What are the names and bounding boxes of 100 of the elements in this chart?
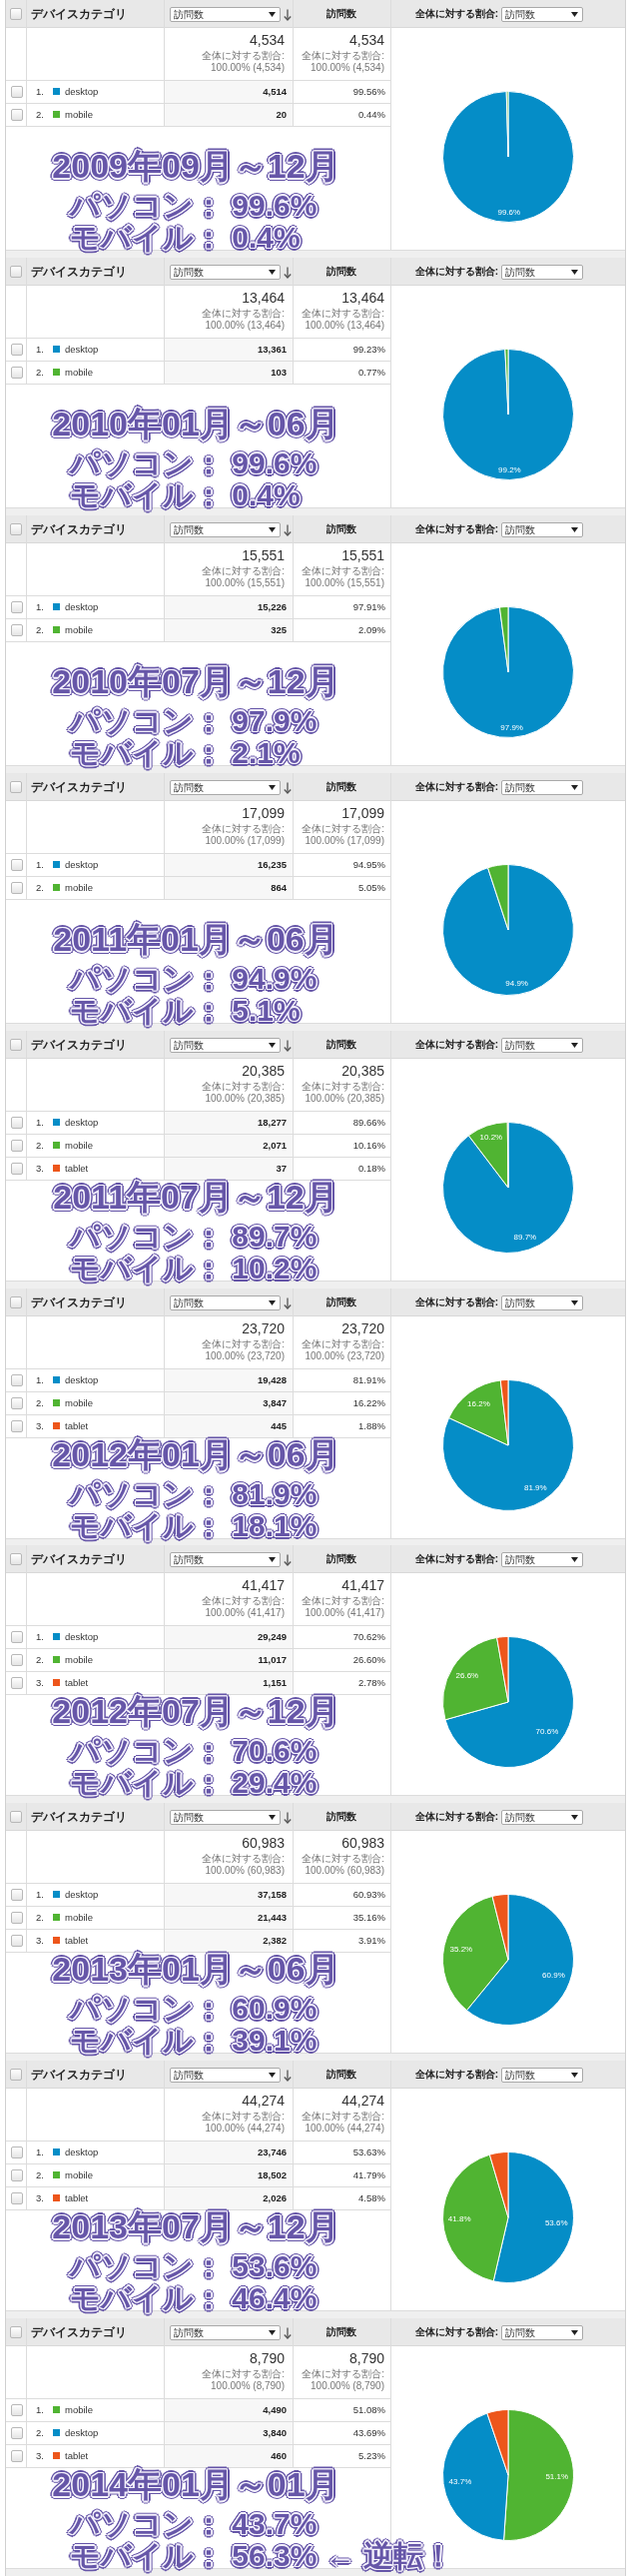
text: 全体に対する割合: 100.00% (44,274) xyxy=(201,2111,285,2135)
text: 94.95% xyxy=(352,858,385,871)
text: 2011年07月～12月 xyxy=(53,1178,338,1218)
text: 99.56% xyxy=(352,85,385,98)
text: 訪問数 xyxy=(326,781,356,792)
text: 訪問数 xyxy=(326,2069,356,2080)
data-label: 89.7% xyxy=(513,1233,537,1243)
text: 19,428 xyxy=(257,1373,287,1386)
text: 2. xyxy=(36,1396,44,1409)
dropdown: 訪問数 xyxy=(170,265,281,280)
text: 5.23% xyxy=(358,2449,385,2462)
legend-label: mobile xyxy=(65,623,93,636)
dropdown: 訪問数 xyxy=(501,7,583,22)
text: 89.66% xyxy=(352,1116,385,1129)
text: 0.44% xyxy=(358,108,385,121)
text: 99.23% xyxy=(352,343,385,356)
legend-label: desktop xyxy=(65,343,99,356)
text: 18,502 xyxy=(257,2168,287,2181)
text: 全体に対する割合: 100.00% (60,983) xyxy=(302,1853,384,1876)
dropdown: 訪問数 xyxy=(170,522,281,537)
text: 35.16% xyxy=(352,1911,385,1924)
text: 51.08% xyxy=(352,2403,385,2416)
dropdown: 訪問数 xyxy=(170,1552,281,1567)
text: 44,274 xyxy=(341,2093,384,2109)
text: 全体に対する割合: 100.00% (8,790) xyxy=(201,2368,285,2392)
text: 全体に対する割合: 100.00% (23,720) xyxy=(302,1338,384,1361)
text: 3,840 xyxy=(263,2426,287,2439)
text: 2. xyxy=(36,108,44,121)
legend-title: デバイスカテゴリ xyxy=(31,780,127,795)
text: 41.79% xyxy=(352,2168,385,2181)
legend-label: mobile xyxy=(65,1396,93,1409)
legend-title: デバイスカテゴリ xyxy=(31,1038,127,1053)
text: 37 xyxy=(276,1162,287,1175)
dropdown: 訪問数 xyxy=(501,2068,583,2083)
text: 15,551 xyxy=(242,547,285,563)
text: 1. xyxy=(36,1373,44,1386)
text: 16.22% xyxy=(352,1396,385,1409)
text: 15,551 xyxy=(341,547,384,563)
dropdown: 訪問数 xyxy=(501,1552,583,1567)
data-label: 60.9% xyxy=(542,1971,565,1981)
text: 1. xyxy=(36,2146,44,2158)
text: 2,071 xyxy=(263,1139,287,1152)
text: 37,158 xyxy=(257,1888,287,1901)
text: 全体に対する割合: 100.00% (4,534) xyxy=(302,50,384,73)
text: 20,385 xyxy=(341,1063,384,1079)
dropdown: 訪問数 xyxy=(170,2068,281,2083)
legend-label: mobile xyxy=(65,1911,93,1924)
text: 2. xyxy=(36,2426,44,2439)
legend-label: tablet xyxy=(65,1162,89,1175)
text: 1. xyxy=(36,1888,44,1901)
text: 3. xyxy=(36,1162,44,1175)
legend-label: mobile xyxy=(65,366,93,379)
text: 41,417 xyxy=(242,1577,285,1593)
text: 1. xyxy=(36,343,44,356)
data-label: 97.9% xyxy=(500,722,523,732)
legend-label: mobile xyxy=(65,881,93,894)
text: 11,017 xyxy=(258,1653,287,1666)
text: 325 xyxy=(271,623,287,636)
dropdown: 訪問数 xyxy=(170,1295,281,1310)
text: 2014年01月～01月 xyxy=(52,2465,339,2505)
data-label: 41.8% xyxy=(447,2213,471,2223)
text: 2013年01月～06月 xyxy=(52,1950,339,1990)
text: 41,417 xyxy=(341,1577,384,1593)
text: 3. xyxy=(36,2191,44,2204)
dropdown: 訪問数 xyxy=(170,1810,281,1825)
text: 2009年09月～12月 xyxy=(52,147,339,187)
text: 1. xyxy=(36,858,44,871)
text: 訪問数 xyxy=(326,1296,356,1307)
text: 17,099 xyxy=(341,805,384,821)
text: 1. xyxy=(36,600,44,613)
text: 44,274 xyxy=(242,2093,285,2109)
text: 16,235 xyxy=(257,858,287,871)
text: 全体に対する割合: xyxy=(414,780,498,794)
dropdown: 訪問数 xyxy=(501,1810,583,1825)
legend-label: mobile xyxy=(65,1653,93,1666)
text: 2010年01月～06月 xyxy=(52,405,339,444)
text: 4,490 xyxy=(263,2403,287,2416)
data-label: 51.1% xyxy=(545,2471,569,2481)
data-label: 53.6% xyxy=(544,2217,568,2227)
text: 43.69% xyxy=(352,2426,385,2439)
text: 訪問数 xyxy=(326,8,356,19)
text: 訪問数 xyxy=(326,1811,356,1822)
data-label: 94.9% xyxy=(505,979,528,989)
legend-label: tablet xyxy=(65,1934,89,1947)
text: 全体に対する割合: 100.00% (20,385) xyxy=(302,1081,384,1104)
text: 23,746 xyxy=(257,2146,287,2158)
text: 23,720 xyxy=(242,1320,285,1336)
text: 2010年07月～12月 xyxy=(52,662,339,702)
text: 0.18% xyxy=(358,1162,385,1175)
legend-label: desktop xyxy=(65,600,99,613)
text: 3. xyxy=(36,1676,44,1689)
text: 3. xyxy=(36,1419,44,1432)
text: 2. xyxy=(36,366,44,379)
text: 460 xyxy=(271,2449,287,2462)
legend-label: desktop xyxy=(65,858,99,871)
text: 5.05% xyxy=(358,881,385,894)
text: 1. xyxy=(36,85,44,98)
legend-label: desktop xyxy=(65,1888,99,1901)
legend-label: desktop xyxy=(65,85,99,98)
legend-label: mobile xyxy=(65,1139,93,1152)
